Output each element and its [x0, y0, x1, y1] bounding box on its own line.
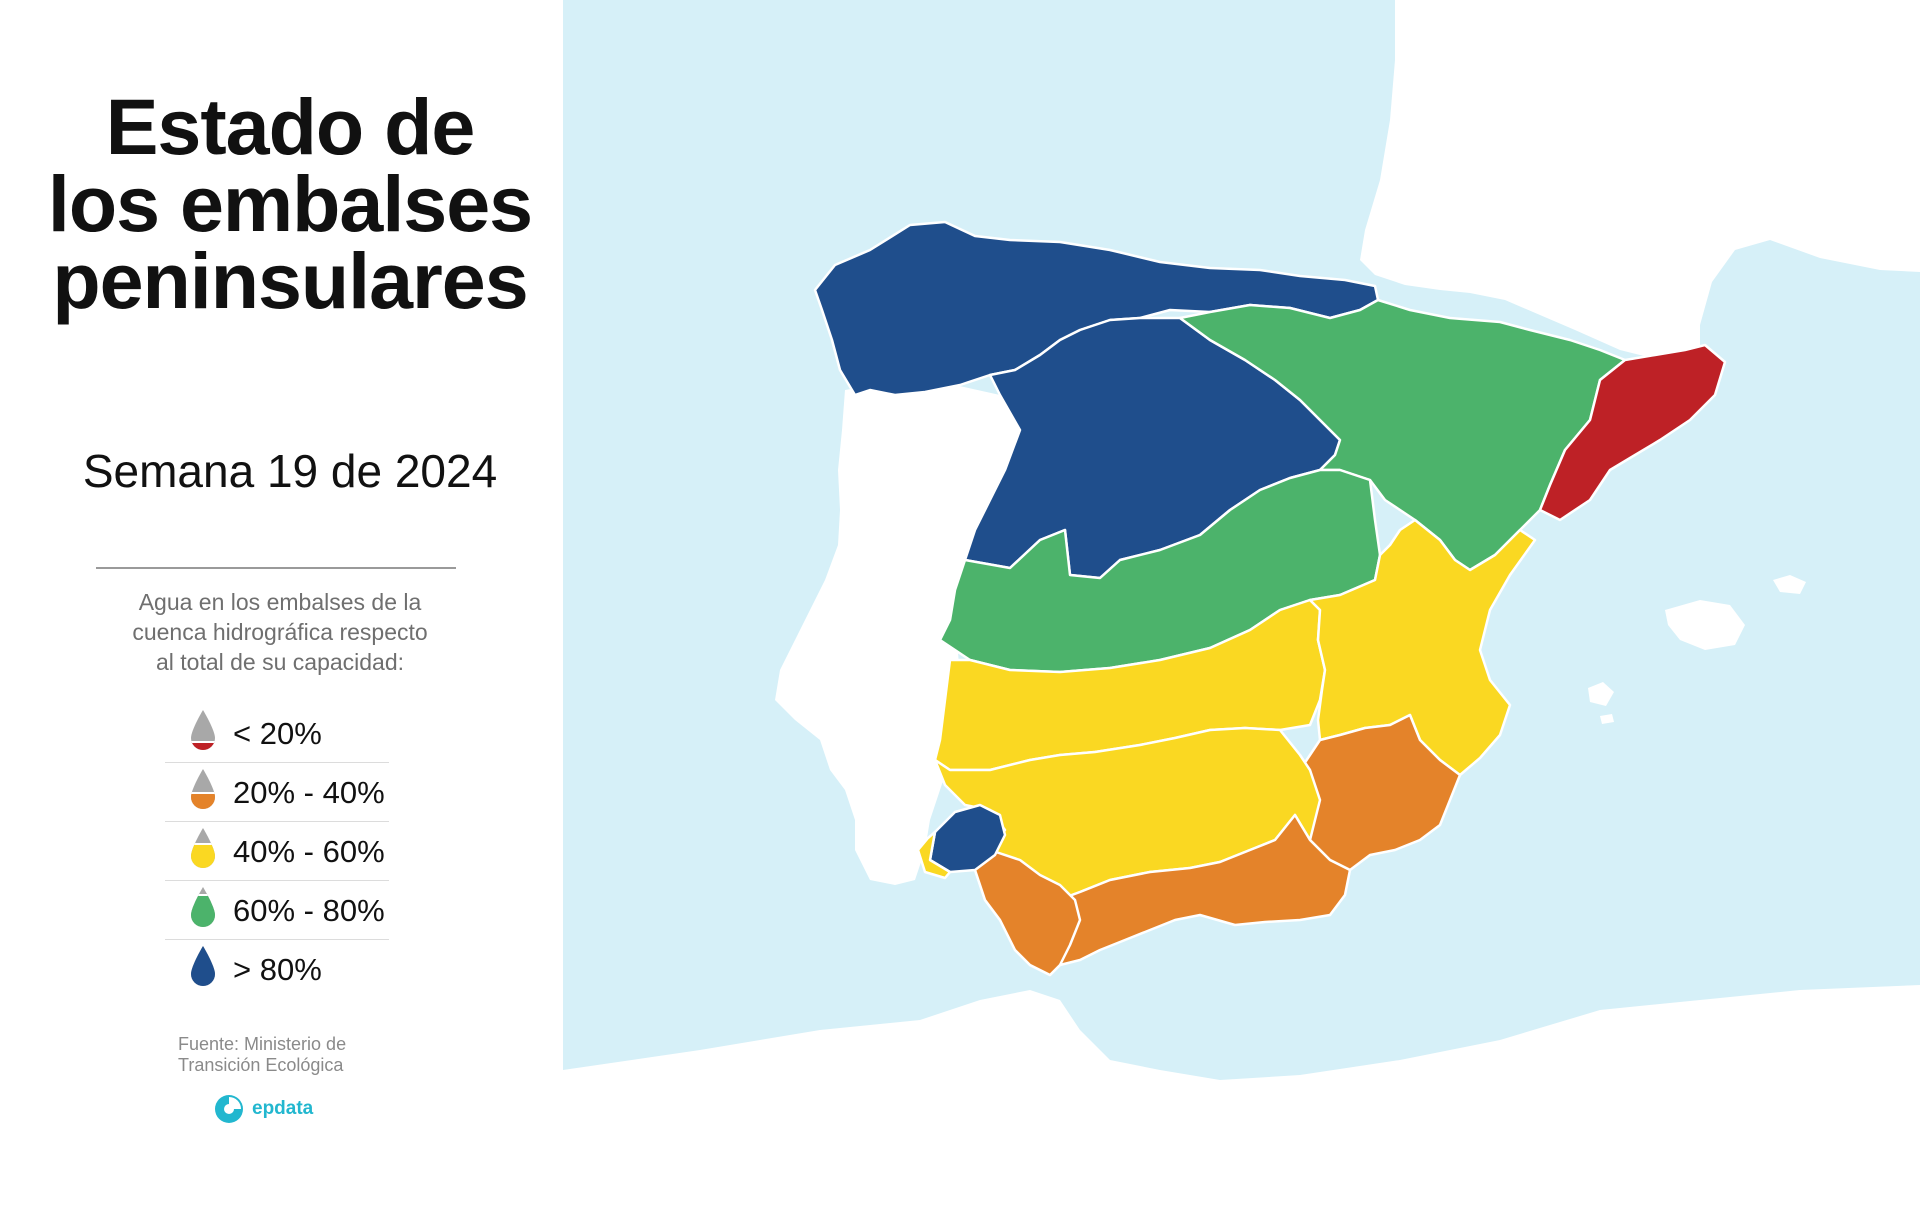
basin-guadalete-barbate	[973, 848, 1082, 977]
legend-description-line-1: Agua en los embalses de la	[138, 589, 422, 615]
legend-description-line-2: cuenca hidrográfica respecto	[132, 619, 428, 645]
map-area	[563, 0, 1920, 1221]
divider	[96, 567, 456, 569]
legend-label: > 80%	[233, 952, 322, 987]
epdata-logo-icon	[215, 1095, 243, 1123]
formentera-island	[1600, 714, 1614, 724]
legend-label: 60% - 80%	[233, 893, 385, 928]
water-drop-icon	[191, 946, 215, 986]
legend-label: < 20%	[233, 716, 322, 751]
mallorca-island	[1665, 600, 1745, 650]
week-subtitle: Semana 19 de 2024	[82, 445, 498, 497]
portugal-land	[775, 380, 1020, 885]
basins-group	[813, 220, 1727, 977]
legend-item: < 20%	[165, 704, 389, 763]
water-drop-icon	[191, 769, 215, 809]
water-drop-icon	[191, 887, 215, 927]
left-panel: Estado de los embalses peninsulares Sema…	[0, 0, 563, 1221]
menorca-island	[1773, 575, 1806, 594]
basin-guadiana-coast	[916, 830, 952, 880]
water-drop-icon	[191, 710, 215, 750]
title-line-1: Estado de	[105, 82, 476, 171]
africa-land	[563, 985, 1920, 1221]
legend: < 20% 20% - 40% 40% - 60% 60% - 80% > 80%	[165, 704, 389, 998]
legend-label: 40% - 60%	[233, 834, 385, 869]
basin-catalonia	[1538, 343, 1727, 522]
brand-name: epdata	[252, 1098, 314, 1119]
legend-description: Agua en los embalses de la cuenca hidrog…	[90, 587, 470, 677]
legend-description-line-3: al total de su capacidad:	[155, 649, 405, 675]
legend-item: 20% - 40%	[165, 763, 389, 822]
legend-item: 40% - 60%	[165, 822, 389, 881]
title-line-3: peninsulares	[52, 236, 528, 325]
title-line-2: los embalses	[47, 159, 533, 248]
basin-jucar	[1308, 518, 1537, 777]
source-line-2: Transición Ecológica	[178, 1055, 344, 1075]
water-drop-icon	[191, 828, 215, 868]
legend-item: 60% - 80%	[165, 881, 389, 940]
basin-andalusian-mediterranean	[998, 813, 1352, 977]
spain-basins-map	[563, 0, 1920, 1221]
page-title: Estado de los embalses peninsulares	[0, 82, 580, 325]
legend-item: > 80%	[165, 940, 389, 998]
france-land	[1360, 0, 1920, 360]
ibiza-island	[1588, 682, 1614, 706]
source-note: Fuente: Ministerio de Transición Ecológi…	[178, 1034, 378, 1076]
source-line-1: Fuente: Ministerio de	[178, 1034, 347, 1054]
legend-label: 20% - 40%	[233, 775, 385, 810]
